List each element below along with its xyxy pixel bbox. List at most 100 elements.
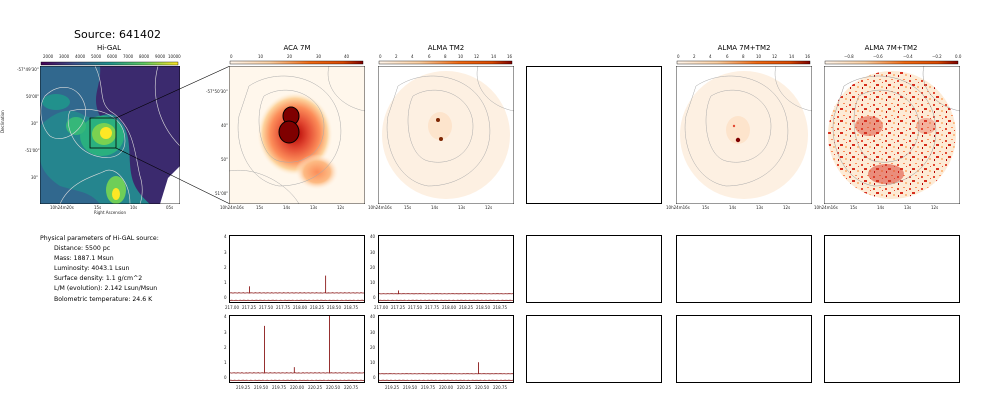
spec-x-tick: 218.75 (493, 305, 507, 310)
spec-x-tick: 217.50 (408, 305, 422, 310)
tm2-map (378, 66, 514, 204)
spec-y-tick: 1 (224, 360, 227, 365)
higal-y-tick: 30" (31, 121, 38, 126)
combined-map (676, 66, 812, 204)
spec-y-tick: 20 (370, 345, 376, 350)
spec-x-tick: 217.75 (425, 305, 439, 310)
spec-x-tick: 218.25 (459, 305, 473, 310)
aca-cbar-tick: 10 (258, 54, 264, 59)
spec-x-tick: 217.00 (374, 305, 388, 310)
higal-x-tick: 10h24m20s (50, 205, 74, 210)
combined-x-tick: 14s (729, 205, 737, 210)
combined2-cbar-tick: −0.4 (903, 54, 913, 59)
higal-y-tick: 30" (31, 175, 38, 180)
spec-y-tick: 0 (373, 295, 376, 300)
tm2-x-tick: 13s (458, 205, 466, 210)
higal-cbar-tick: 5000 (91, 54, 102, 59)
aca-x-tick: 10h24m16s (220, 205, 244, 210)
spec-x-tick: 220.25 (457, 385, 471, 390)
spec-y-tick: 1 (224, 280, 227, 285)
higal-cbar-tick: 10000 (168, 54, 181, 59)
higal-cbar-tick: 4000 (75, 54, 86, 59)
spec-x-tick: 219.50 (254, 385, 268, 390)
param-tbol: Bolometric temperature: 24.6 K (54, 295, 153, 303)
tm2-colorbar (378, 60, 513, 65)
tm2-x-tick: 14s (431, 205, 439, 210)
spectrum-plot (378, 362, 514, 381)
spec-x-tick: 218.50 (327, 305, 341, 310)
combined-cbar-tick: 6 (726, 54, 729, 59)
spec-y-tick: 3 (224, 250, 227, 255)
combined-cbar-tick: 12 (772, 54, 778, 59)
combined2-cbar-tick: 0.0 (955, 54, 962, 59)
spec-y-tick: 0 (373, 375, 376, 380)
spectrum-tm2-2 (378, 315, 514, 383)
spec-x-tick: 219.25 (236, 385, 250, 390)
tm2-cbar-tick: 4 (411, 54, 414, 59)
params-heading: Physical parameters of Hi-GAL source: (40, 235, 159, 242)
spectrum-plot (229, 316, 365, 381)
spectrum-aca-2 (229, 315, 365, 383)
higal-map (40, 66, 180, 204)
aca-cbar-tick: 30 (316, 54, 322, 59)
tm2-cbar-tick: 14 (491, 54, 497, 59)
spec-x-tick: 217.00 (225, 305, 239, 310)
combined2-colorbar (824, 60, 959, 65)
spec-x-tick: 218.00 (442, 305, 456, 310)
higal-y-tick: 50'00" (26, 94, 40, 99)
combined2-cbar-tick: −0.6 (873, 54, 883, 59)
panel-title-combined: ALMA 7M+TM2 (717, 44, 771, 52)
combined2-cbar-tick: −0.8 (844, 54, 854, 59)
zoom-connector (116, 66, 231, 205)
spec-x-tick: 220.50 (475, 385, 489, 390)
higal-ylabel: Declination (0, 110, 5, 133)
spectrum-plot (378, 290, 514, 301)
combined-x-tick: 12s (783, 205, 791, 210)
empty-spectrum-panel (824, 315, 960, 383)
higal-xlabel: Right Ascension (94, 210, 126, 215)
higal-x-tick: 10s (130, 205, 138, 210)
higal-x-tick: 05s (166, 205, 174, 210)
aca-map (229, 66, 365, 204)
higal-cbar-tick: 7000 (123, 54, 134, 59)
higal-colorbar (40, 61, 179, 66)
empty-spectrum-panel (676, 315, 812, 383)
spec-y-tick: 4 (224, 234, 227, 239)
panel-title-aca: ACA 7M (283, 44, 311, 52)
tm2-x-tick: 12s (485, 205, 493, 210)
panel-title-combined-2: ALMA 7M+TM2 (864, 44, 918, 52)
combined-cbar-tick: 4 (709, 54, 712, 59)
spec-x-tick: 218.50 (476, 305, 490, 310)
combined-cbar-tick: 14 (789, 54, 795, 59)
spec-x-tick: 217.50 (259, 305, 273, 310)
spec-y-tick: 30 (370, 330, 376, 335)
empty-spectrum-panel (824, 235, 960, 303)
spec-x-tick: 217.75 (276, 305, 290, 310)
spec-x-tick: 219.75 (272, 385, 286, 390)
combined-cbar-tick: 10 (756, 54, 762, 59)
combined2-x-tick: 10h24m16s (814, 205, 838, 210)
higal-cbar-tick: 3000 (59, 54, 70, 59)
aca-cbar-tick: 20 (287, 54, 293, 59)
aca-y-tick: 51'00" (215, 191, 229, 196)
spec-y-tick: 40 (370, 234, 376, 239)
spectrum-tm2-1 (378, 235, 514, 303)
spec-x-tick: 220.00 (290, 385, 304, 390)
spec-y-tick: 4 (224, 314, 227, 319)
source-title: Source: 641402 (74, 28, 161, 41)
empty-spectrum-panel (526, 235, 662, 303)
tm2-cbar-tick: 2 (395, 54, 398, 59)
aca-x-tick: 15s (256, 205, 264, 210)
tm2-cbar-tick: 8 (444, 54, 447, 59)
aca-colorbar (229, 60, 364, 65)
spec-x-tick: 217.25 (391, 305, 405, 310)
higal-x-tick: 15s (94, 205, 102, 210)
spec-y-tick: 0 (224, 375, 227, 380)
spec-y-tick: 2 (224, 265, 227, 270)
spec-x-tick: 220.25 (308, 385, 322, 390)
aca-x-tick: 14s (283, 205, 291, 210)
aca-x-tick: 12s (337, 205, 345, 210)
param-lm: L/M (evolution): 2.142 Lsun/Msun (54, 285, 158, 293)
combined-cbar-tick: 2 (693, 54, 696, 59)
spec-y-tick: 10 (370, 280, 376, 285)
